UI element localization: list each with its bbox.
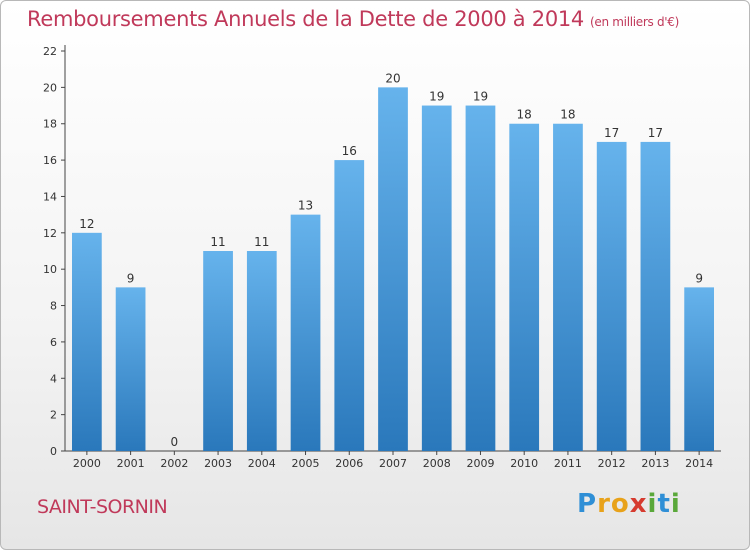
x-tick-label: 2014 [685,457,713,470]
x-tick-label: 2004 [248,457,276,470]
y-tick-label: 16 [43,154,57,167]
x-tick-label: 2013 [641,457,669,470]
bar-value-label: 12 [79,217,94,231]
y-tick-label: 22 [43,45,57,58]
y-tick-label: 2 [50,409,57,422]
logo-letter: i [647,489,658,519]
bar-value-label: 9 [127,271,135,285]
x-tick-label: 2006 [335,457,363,470]
bar-value-label: 16 [342,144,357,158]
bar [509,123,540,452]
y-tick-label: 20 [43,81,57,94]
bar-value-label: 19 [473,90,488,104]
chart-title: Remboursements Annuels de la Dette de 20… [27,7,679,31]
bar-value-label: 17 [648,126,663,140]
logo-letter: P [577,489,598,519]
bar [684,287,715,451]
y-tick-label: 12 [43,227,57,240]
bar-value-label: 9 [695,271,703,285]
x-tick-label: 2007 [379,457,407,470]
chart-unit-note: (en milliers d'€) [590,15,680,29]
x-tick-label: 2012 [598,457,626,470]
bar-value-label: 20 [385,71,400,85]
x-tick-label: 2009 [466,457,494,470]
x-tick-label: 2011 [554,457,582,470]
bar-value-label: 13 [298,199,313,213]
x-tick-label: 2010 [510,457,538,470]
logo-letter: r [597,489,611,519]
x-tick-label: 2000 [73,457,101,470]
bar [115,287,146,451]
bar-value-label: 18 [517,108,532,122]
chart-title-text: Remboursements Annuels de la Dette de 20… [27,7,584,31]
bar [71,232,102,451]
bar [421,105,452,451]
y-tick-label: 10 [43,263,57,276]
x-tick-label: 2003 [204,457,232,470]
x-tick-label: 2005 [292,457,320,470]
logo-letter: x [629,489,648,519]
x-tick-label: 2008 [423,457,451,470]
logo-letter: o [610,489,630,519]
bar [290,214,321,451]
bar-value-label: 0 [171,435,179,449]
x-tick-label: 2002 [160,457,188,470]
bar [334,160,365,451]
bar [378,87,408,451]
y-tick-label: 8 [50,300,57,313]
logo-letter: i [670,489,681,519]
proxiti-logo: Proxiti [577,489,681,519]
logo-letter: t [657,489,671,519]
y-tick-label: 18 [43,118,57,131]
y-tick-label: 6 [50,336,57,349]
bar [246,251,277,451]
bar-value-label: 11 [210,235,225,249]
x-tick-label: 2001 [117,457,145,470]
bar-value-label: 17 [604,126,619,140]
y-tick-label: 0 [50,445,57,458]
bar-value-label: 11 [254,235,269,249]
bar [465,105,496,451]
commune-name: SAINT-SORNIN [37,496,168,518]
bar [640,141,671,451]
bar-value-label: 18 [560,108,575,122]
bar [203,251,233,451]
y-tick-label: 4 [50,372,57,385]
bar [553,123,583,452]
bar-value-label: 19 [429,90,444,104]
bar [596,141,627,451]
y-tick-label: 14 [43,190,57,203]
